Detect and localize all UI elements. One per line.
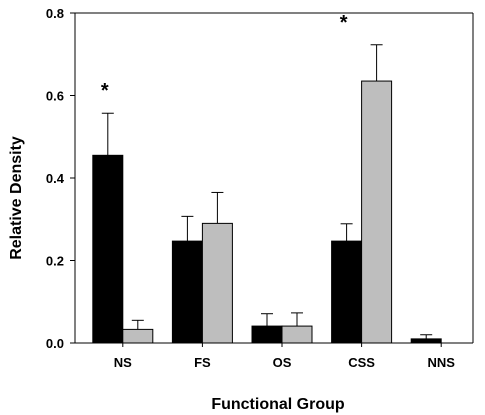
x-tick-label-nns: NNS [427, 355, 455, 370]
x-tick-label-ns: NS [114, 355, 132, 370]
y-tick-label: 0.8 [46, 6, 64, 21]
bar-s0-css [331, 240, 363, 344]
bar-s0-fs [171, 240, 203, 344]
y-tick-label: 0.2 [46, 254, 64, 269]
y-tick-label: 0.6 [46, 89, 64, 104]
y-tick-label: 0.0 [46, 336, 64, 351]
annotations-layer: ** [101, 12, 348, 102]
tick-labels-layer: 0.0 0.2 0.4 0.6 0.8 NS FS OS CSS NNS [46, 6, 455, 370]
bar-s0-nns [410, 338, 442, 344]
bar-s0-ns [92, 154, 124, 344]
significance-asterisk-css: * [340, 12, 348, 34]
x-tick-label-os: OS [273, 355, 292, 370]
x-axis-title: Functional Group [211, 396, 345, 413]
bar-s1-css [361, 80, 393, 344]
y-axis-title: Relative Density [8, 136, 25, 260]
x-tick-label-fs: FS [194, 355, 211, 370]
error-bars-layer [101, 44, 433, 339]
bar-s0-os [251, 325, 283, 344]
significance-asterisk-ns: * [101, 80, 109, 102]
x-tick-label-css: CSS [348, 355, 375, 370]
y-tick-label: 0.4 [46, 171, 65, 186]
axes-layer [70, 12, 474, 347]
bar-s1-fs [201, 222, 233, 344]
bar-s1-os [281, 325, 313, 344]
bar-s1-ns [122, 328, 154, 344]
bars-layer [92, 80, 442, 344]
